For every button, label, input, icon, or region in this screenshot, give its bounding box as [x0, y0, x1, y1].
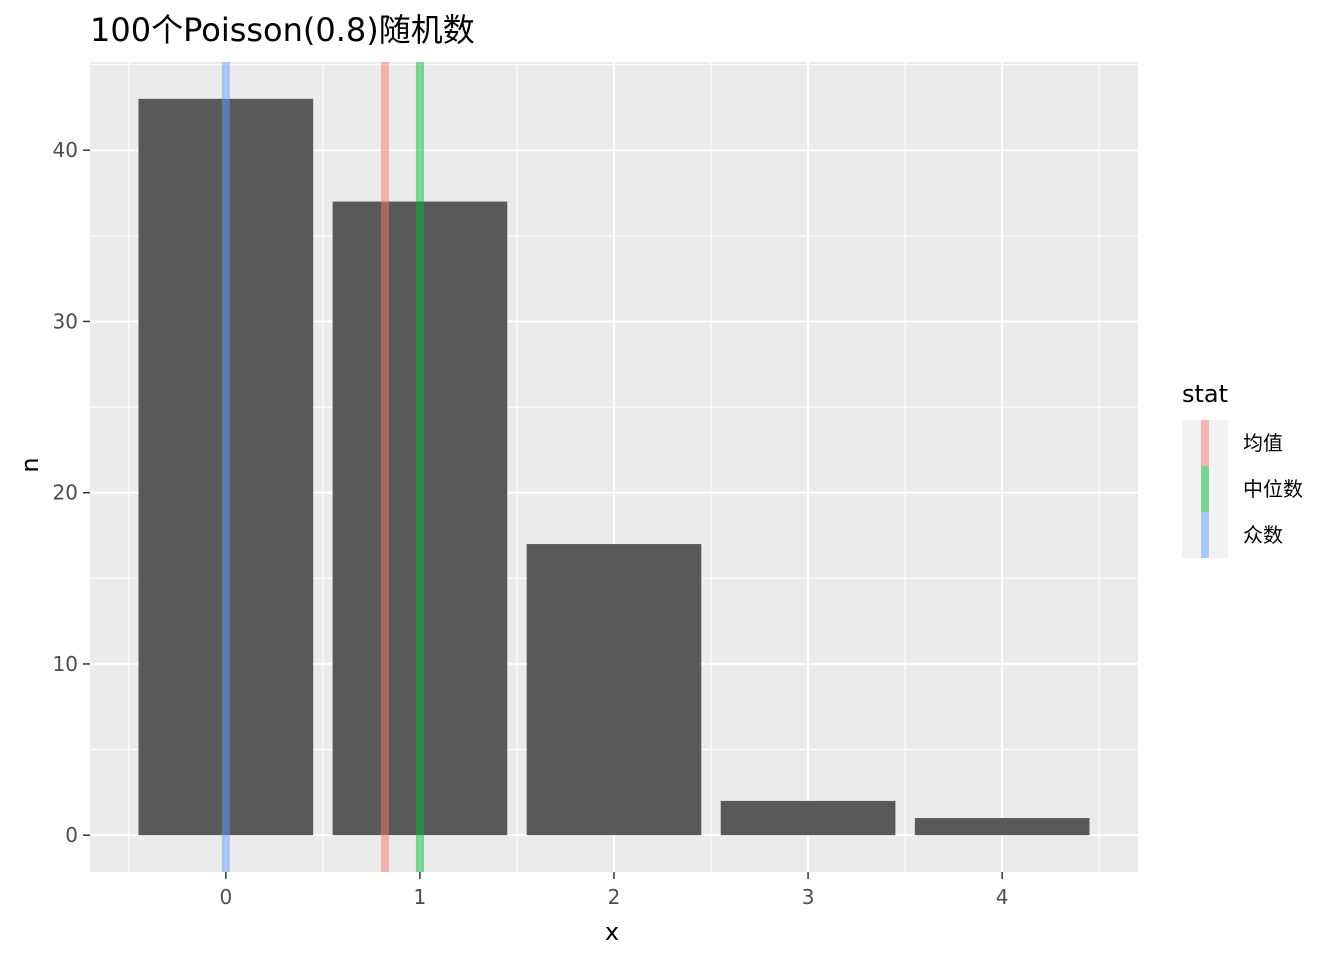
y-axis-title: n: [16, 457, 44, 472]
legend-label: 中位数: [1243, 477, 1303, 501]
legend-label: 均值: [1243, 431, 1283, 455]
chart-title: 100个Poisson(0.8)随机数: [90, 11, 475, 49]
bar-3: [720, 800, 896, 836]
bar-4: [914, 818, 1090, 836]
x-tick-label: 3: [802, 885, 815, 909]
y-tick-label: 20: [53, 481, 78, 505]
y-axis: 0 10 20 30 40: [53, 138, 90, 847]
x-tick-label: 4: [996, 885, 1009, 909]
x-tick-label: 1: [414, 885, 427, 909]
y-tick-label: 10: [53, 652, 78, 676]
x-tick-label: 0: [219, 885, 232, 909]
bar-2: [526, 544, 702, 836]
y-tick-label: 0: [65, 823, 78, 847]
legend-label: 众数: [1243, 523, 1283, 547]
stat-lines: [221, 62, 424, 872]
x-axis-title: x: [605, 918, 619, 946]
x-axis: 0 1 2 3 4: [219, 872, 1009, 909]
y-tick-label: 30: [53, 309, 78, 333]
y-tick-label: 40: [53, 138, 78, 162]
x-tick-label: 2: [608, 885, 621, 909]
legend-title: stat: [1182, 380, 1228, 408]
